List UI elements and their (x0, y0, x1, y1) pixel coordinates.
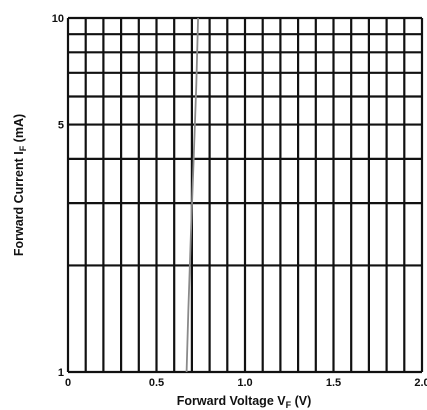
x-axis-label: Forward Voltage VF (V) (177, 394, 311, 410)
y-tick-label: 1 (58, 367, 64, 379)
x-tick-label: 0.5 (149, 377, 164, 389)
x-tick-label: 1.0 (237, 377, 252, 389)
y-gridlines (68, 16, 422, 374)
x-tick-label: 0 (65, 377, 71, 389)
x-tick-label: 1.5 (326, 377, 341, 389)
x-gridlines (66, 18, 424, 372)
y-tick-label: 10 (52, 13, 64, 25)
y-tick-label: 5 (58, 120, 64, 132)
series-layer (185, 17, 199, 373)
y-axis-label: Forward Current IF (mA) (12, 114, 28, 256)
x-tick-label: 2.0 (414, 377, 427, 389)
x-tick-labels: 0 0.5 1.0 1.5 2.0 (65, 377, 427, 389)
forward-characteristic-curve (185, 17, 199, 373)
